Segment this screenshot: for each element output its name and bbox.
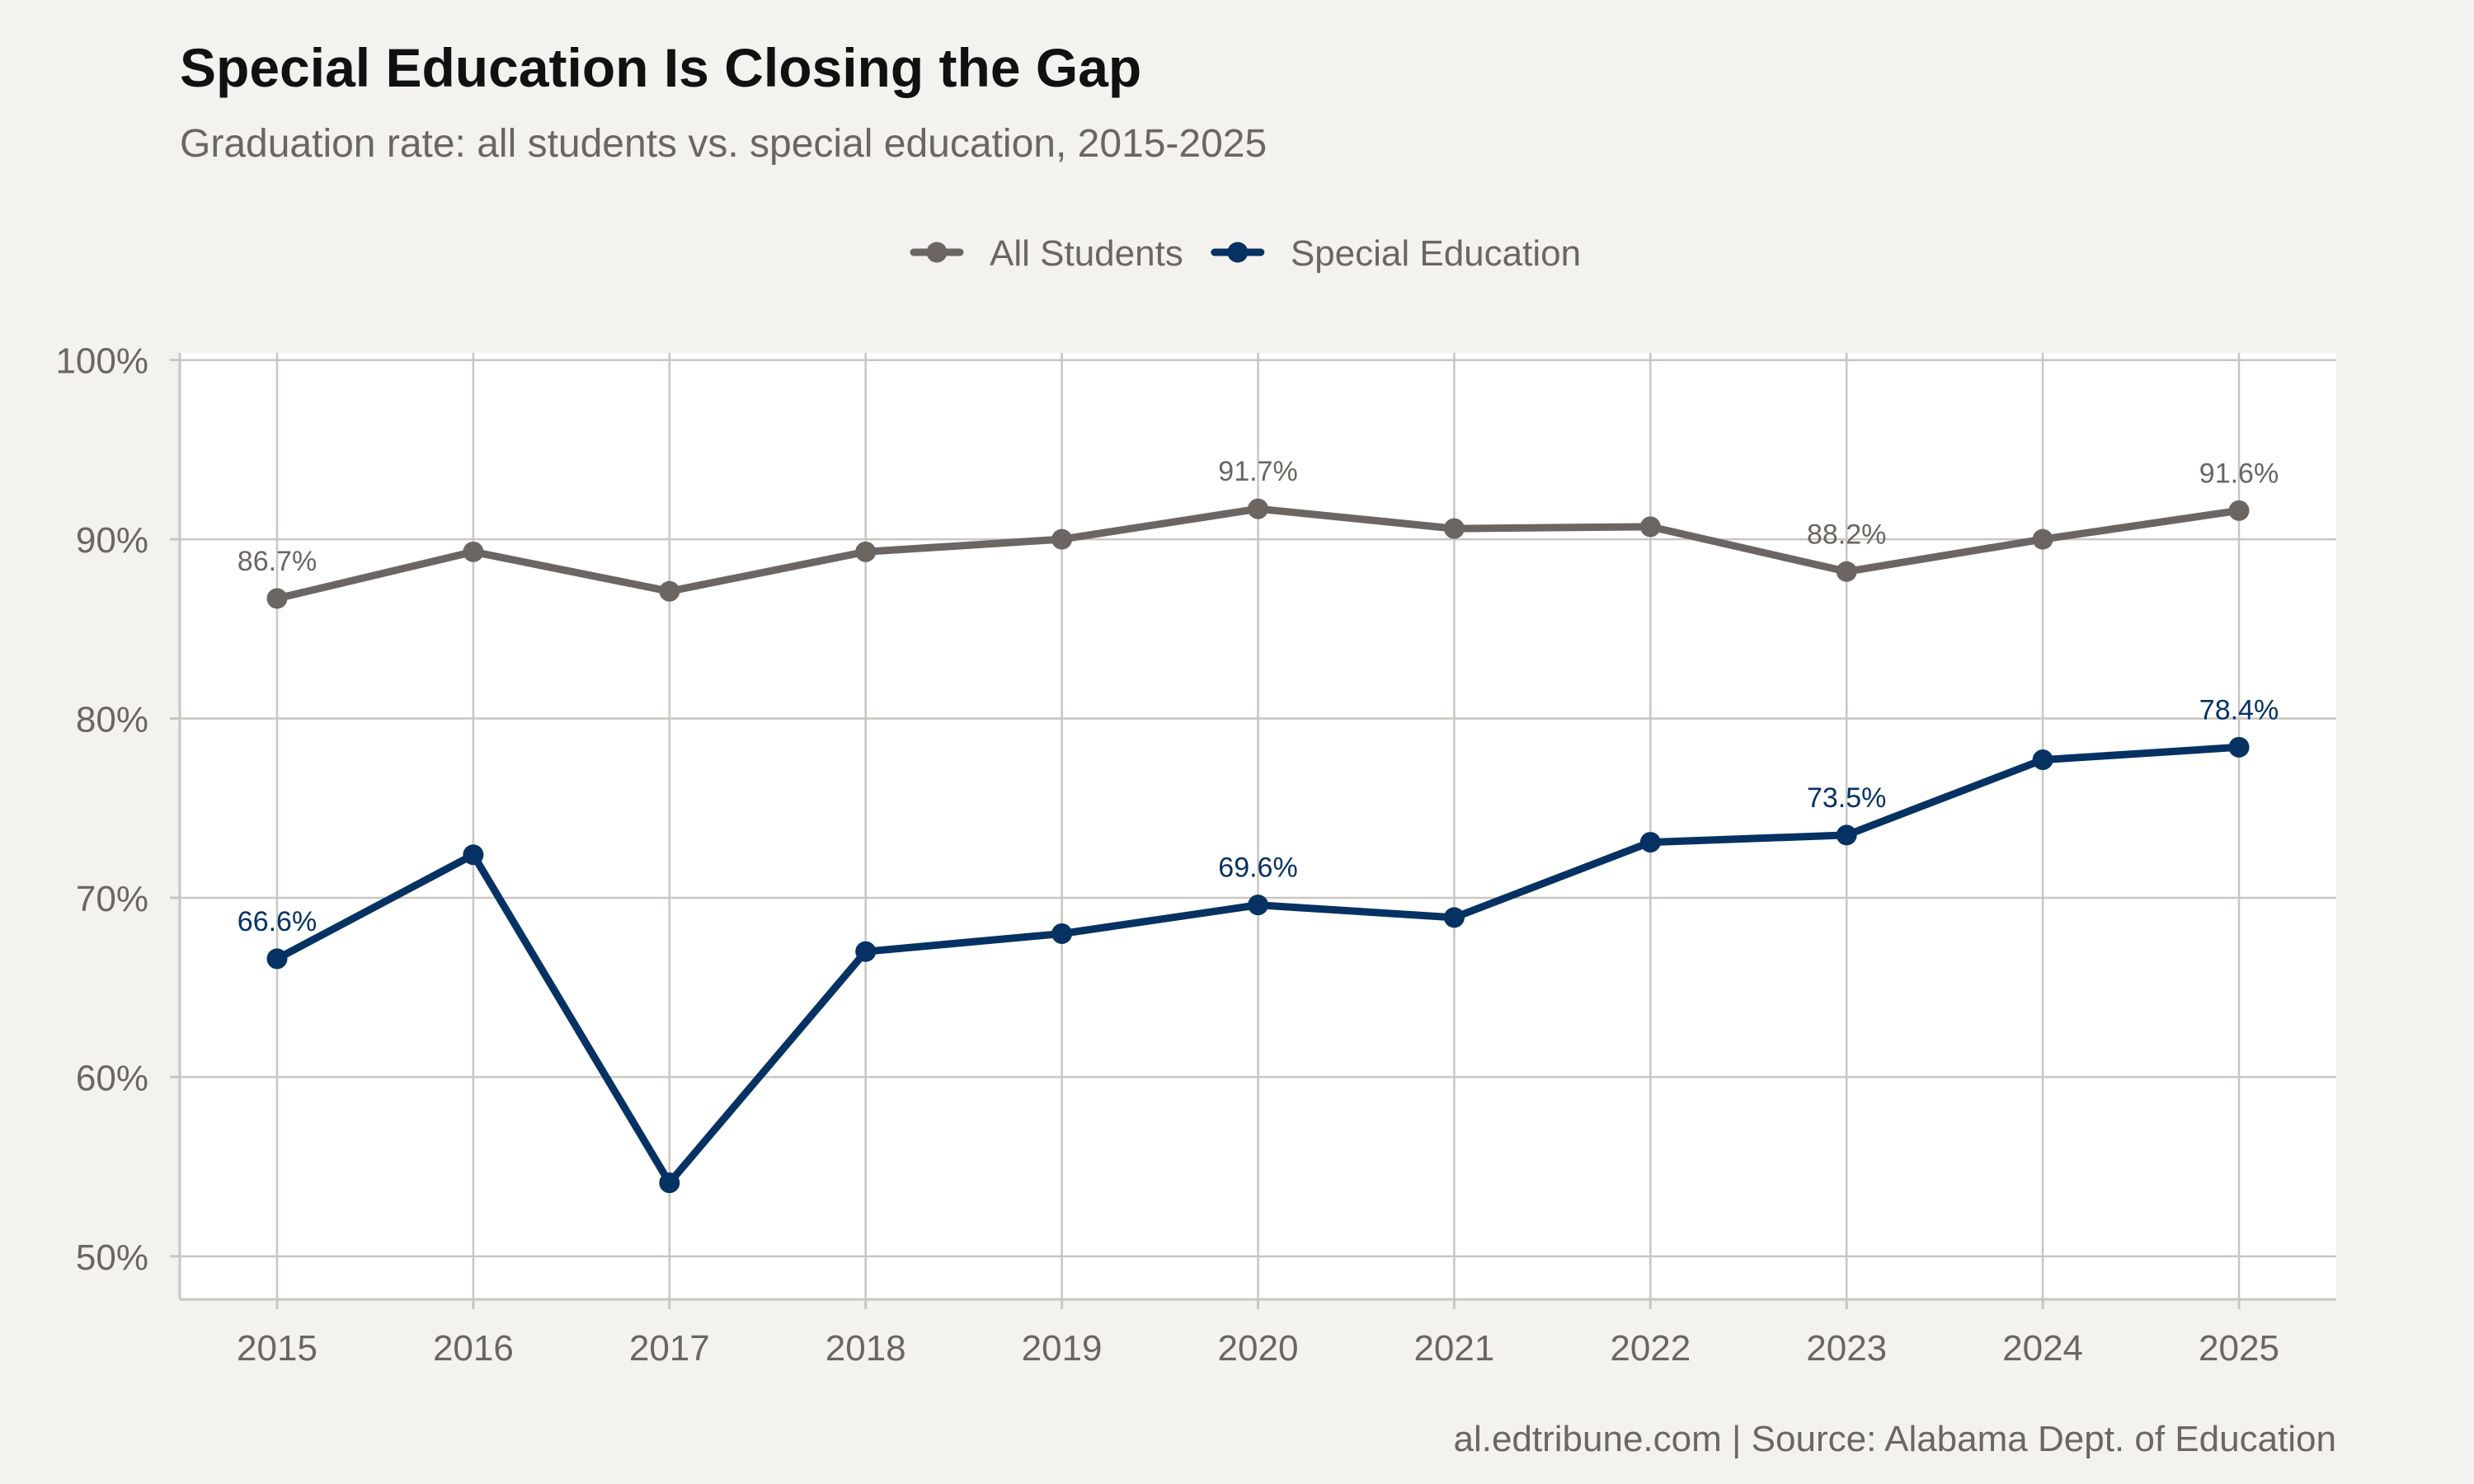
data-point	[266, 948, 288, 970]
data-label: 73.5%	[1807, 782, 1886, 814]
data-point	[1051, 923, 1073, 944]
x-tick-label: 2020	[1218, 1328, 1299, 1369]
gridlines	[180, 353, 2336, 1299]
data-label: 91.7%	[1218, 456, 1297, 487]
x-tick-label: 2022	[1610, 1328, 1691, 1369]
data-point	[855, 941, 877, 962]
data-point	[1443, 907, 1465, 928]
data-point	[1443, 518, 1465, 539]
x-tick-label: 2025	[2199, 1328, 2279, 1369]
x-tick-label: 2019	[1022, 1328, 1103, 1369]
series-all-students: 86.7% 91.7% 88.2% 91.6%	[238, 456, 2279, 609]
y-tick-label: 70%	[76, 879, 148, 919]
chart-caption: al.edtribune.com | Source: Alabama Dept.…	[1453, 1419, 2336, 1459]
x-tick-label: 2016	[433, 1328, 514, 1369]
y-tick-label: 80%	[76, 700, 148, 740]
data-point	[855, 541, 877, 562]
data-label: 91.6%	[2199, 458, 2279, 489]
legend-label: Special Education	[1291, 233, 1581, 274]
data-point	[266, 588, 288, 609]
legend-key-point	[926, 242, 948, 263]
legend-item-all-students: All Students	[910, 233, 1183, 274]
data-label: 78.4%	[2199, 694, 2279, 726]
legend-key-point	[1227, 242, 1249, 263]
y-tick-label: 100%	[55, 341, 148, 382]
chart-subtitle: Graduation rate: all students vs. specia…	[180, 122, 1267, 166]
data-label: 88.2%	[1807, 519, 1886, 550]
y-tick-label: 90%	[76, 520, 148, 561]
legend-label: All Students	[990, 233, 1183, 274]
data-label: 66.6%	[238, 906, 317, 937]
data-point	[2228, 500, 2250, 521]
data-point	[1836, 561, 1857, 582]
legend: All Students Special Education	[910, 233, 1581, 274]
series-special-education: 66.6% 69.6% 73.5% 78.4%	[238, 694, 2279, 1194]
y-tick-label: 50%	[76, 1237, 148, 1278]
y-tick-label: 60%	[76, 1058, 148, 1098]
data-point	[2032, 528, 2053, 550]
x-tick-label: 2023	[1806, 1328, 1887, 1369]
data-point	[1639, 516, 1661, 538]
x-tick-label: 2015	[237, 1328, 317, 1369]
data-label: 69.6%	[1218, 852, 1297, 884]
data-point	[463, 541, 484, 562]
x-tick-label: 2024	[2002, 1328, 2083, 1369]
data-point	[1639, 832, 1661, 853]
x-tick-label: 2017	[629, 1328, 710, 1369]
data-label: 86.7%	[238, 546, 317, 577]
data-point	[2032, 749, 2053, 771]
legend-item-special-education: Special Education	[1211, 233, 1581, 274]
axes: 50% 60% 70% 80% 90% 100% 2015 2016 2017 2018 2019 2…	[55, 341, 2336, 1369]
data-point	[1051, 528, 1073, 550]
data-point	[659, 1172, 680, 1194]
data-point	[1248, 895, 1268, 916]
data-point	[2228, 736, 2250, 758]
data-point	[1836, 824, 1857, 846]
data-point	[659, 580, 680, 602]
x-tick-label: 2021	[1413, 1328, 1494, 1369]
data-point	[463, 844, 484, 866]
x-tick-label: 2018	[825, 1328, 906, 1369]
data-point	[1248, 498, 1268, 519]
series-layer: 86.7% 91.7% 88.2% 91.6% 66.6% 69.6% 73.5% 78.4%	[238, 456, 2279, 1194]
chart-title: Special Education Is Closing the Gap	[180, 37, 1141, 98]
